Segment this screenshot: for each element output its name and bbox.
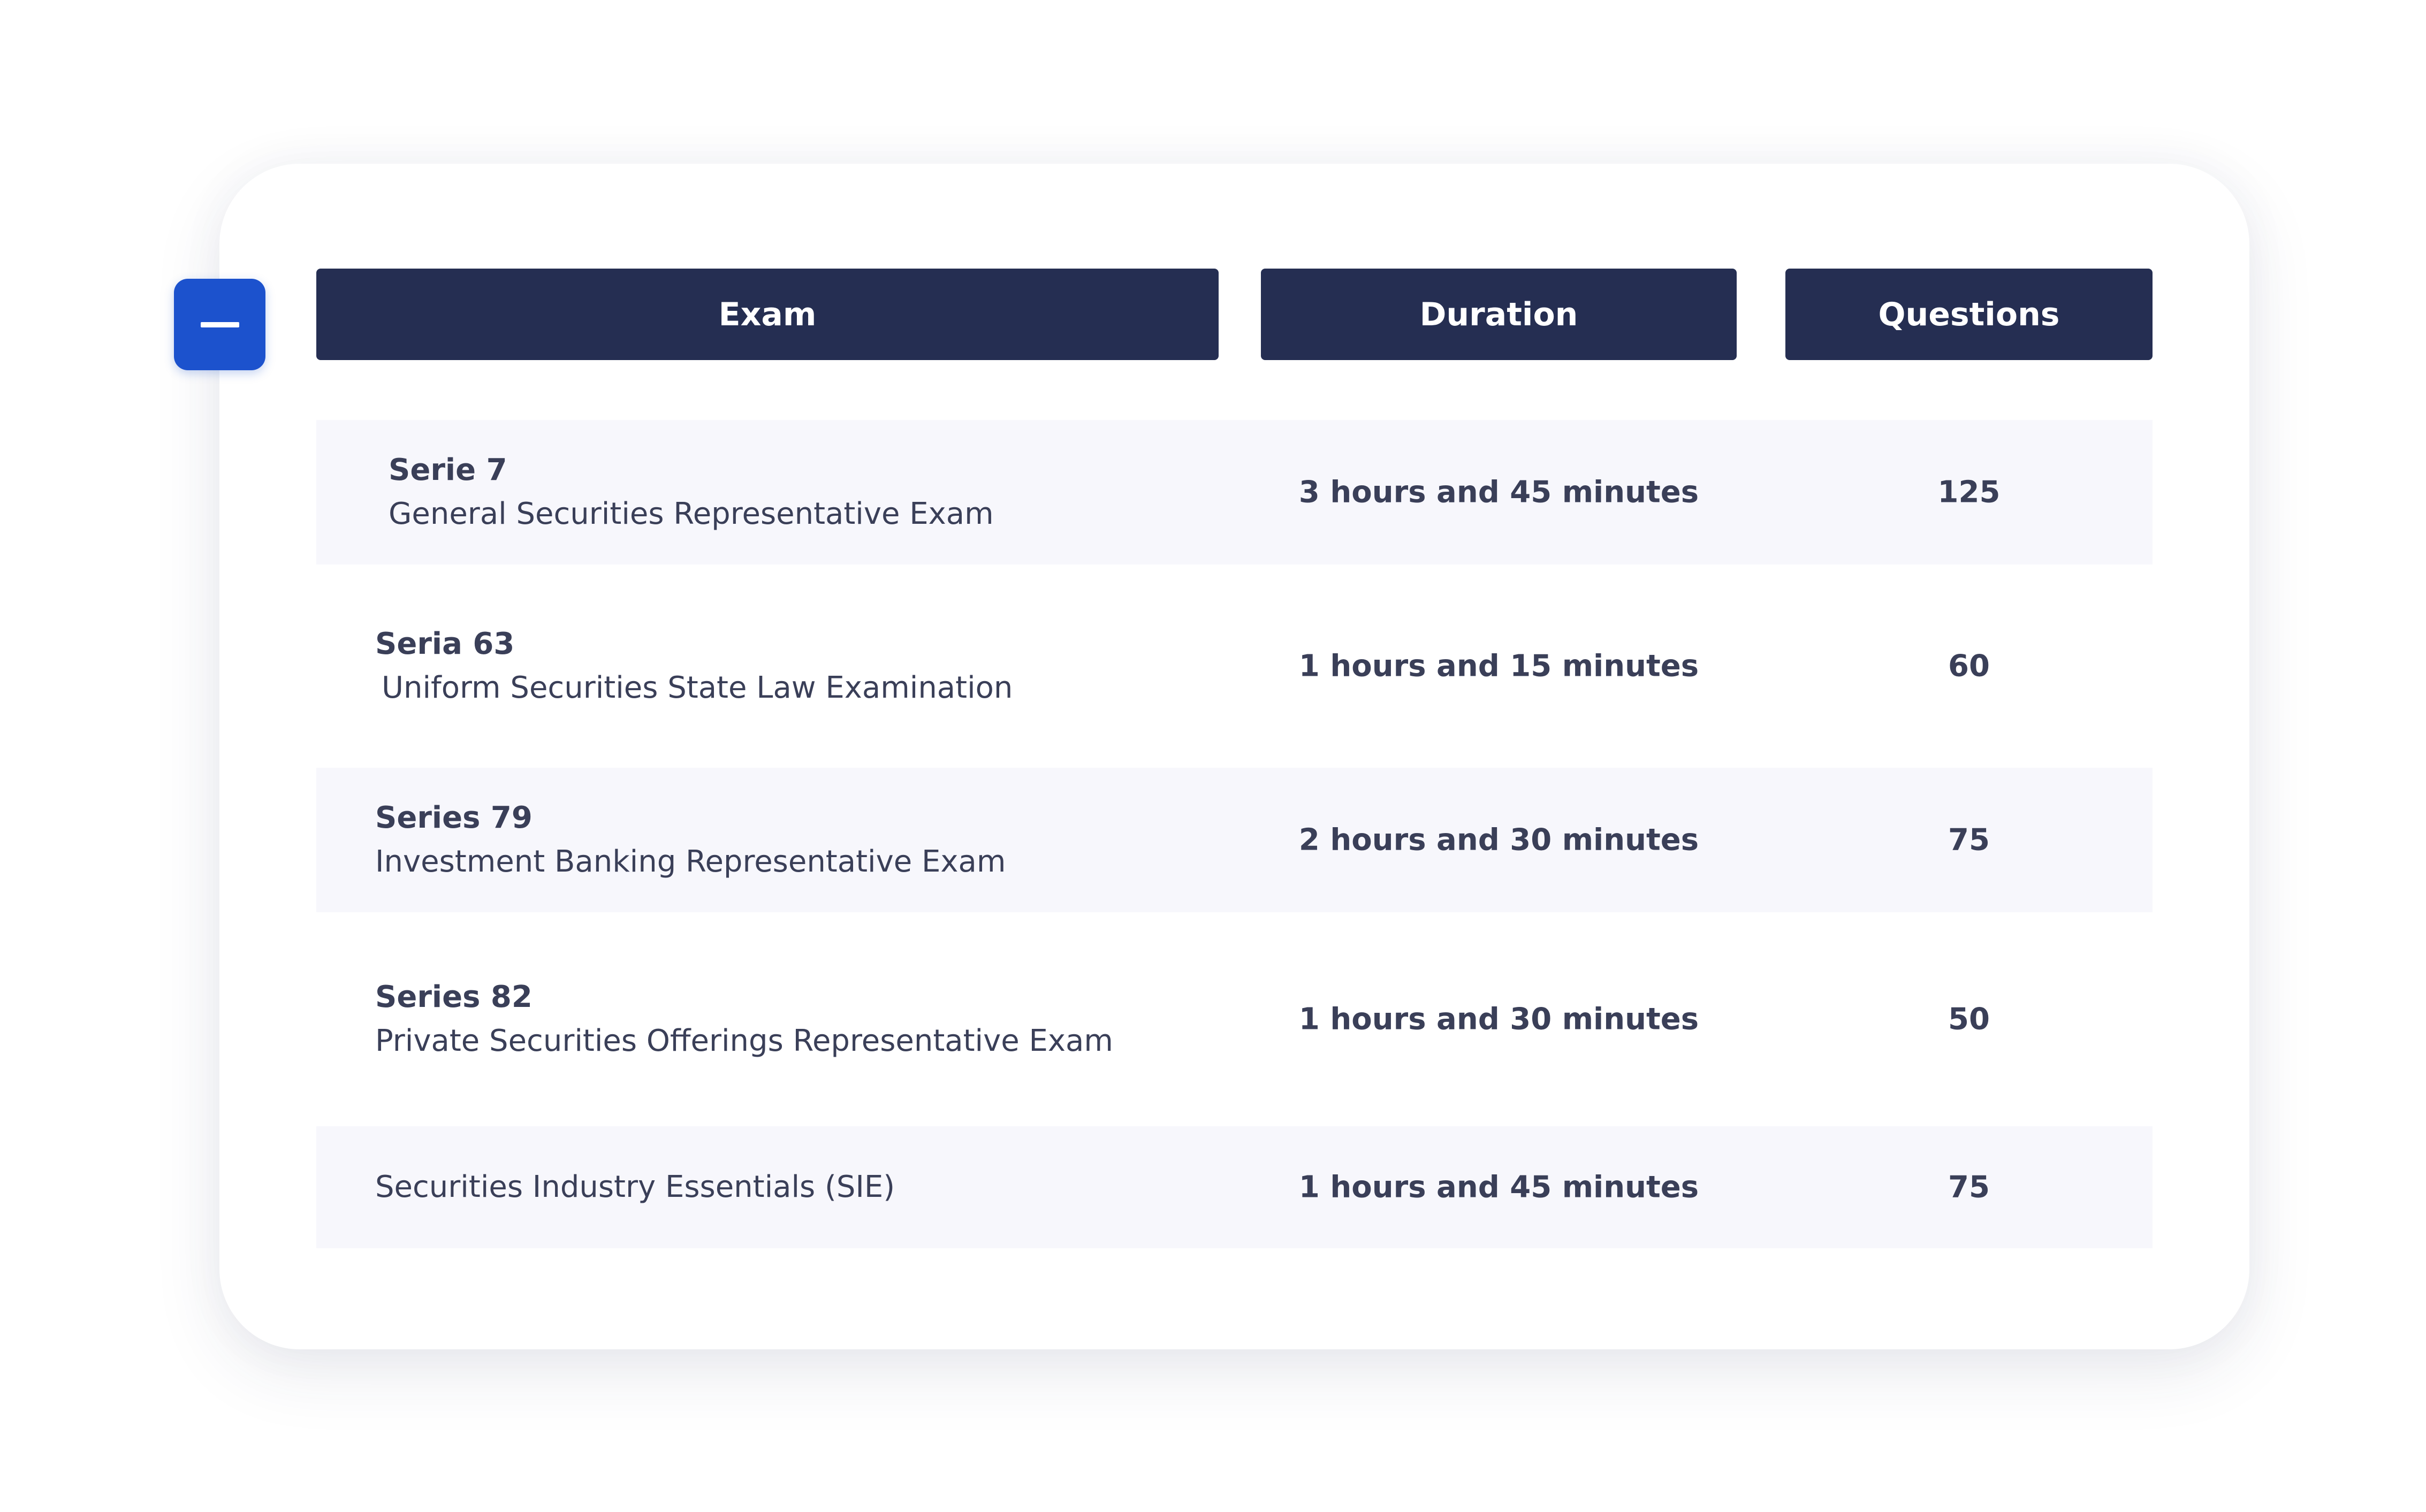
duration-cell: 1 hours and 30 minutes [1298,1002,1699,1037]
exam-name: Uniform Securities State Law Examination [382,670,1013,705]
table-row: Seria 63 Uniform Securities State Law Ex… [316,564,2153,768]
column-header-duration[interactable]: Duration [1261,269,1737,360]
questions-cell: 60 [1948,648,1990,684]
duration-cell: 2 hours and 30 minutes [1298,822,1699,858]
minus-icon [200,322,239,327]
exam-name: Private Securities Offerings Representat… [375,1024,1113,1058]
exam-cell: Serie 7 General Securities Representativ… [389,448,994,536]
questions-cell: 75 [1948,1170,1990,1205]
collapse-button[interactable] [174,279,265,370]
exam-cell: Series 79 Investment Banking Representat… [375,796,1006,884]
questions-cell: 75 [1948,822,1990,858]
exam-name: General Securities Representative Exam [389,497,994,531]
duration-cell: 3 hours and 45 minutes [1298,475,1699,510]
exam-cell: Securities Industry Essentials (SIE) [375,1165,895,1209]
questions-cell: 125 [1937,475,2001,510]
column-header-exam[interactable]: Exam [316,269,1219,360]
exam-name: Investment Banking Representative Exam [375,844,1006,879]
exam-code: Serie 7 [389,453,507,487]
table-row: Serie 7 General Securities Representativ… [316,420,2153,564]
table-row: Series 82 Private Securities Offerings R… [316,912,2153,1126]
exam-code: Series 79 [375,800,533,835]
duration-cell: 1 hours and 45 minutes [1298,1170,1699,1205]
questions-cell: 50 [1948,1002,1990,1037]
exam-cell: Series 82 Private Securities Offerings R… [375,975,1113,1063]
exam-code: Series 82 [375,980,533,1014]
table-row: Series 79 Investment Banking Representat… [316,768,2153,912]
table-row: Securities Industry Essentials (SIE) 1 h… [316,1126,2153,1248]
exam-cell: Seria 63 Uniform Securities State Law Ex… [375,622,1013,710]
exam-name: Securities Industry Essentials (SIE) [375,1170,895,1204]
column-header-questions[interactable]: Questions [1785,269,2153,360]
exam-code: Seria 63 [375,627,515,661]
duration-cell: 1 hours and 15 minutes [1298,648,1699,684]
